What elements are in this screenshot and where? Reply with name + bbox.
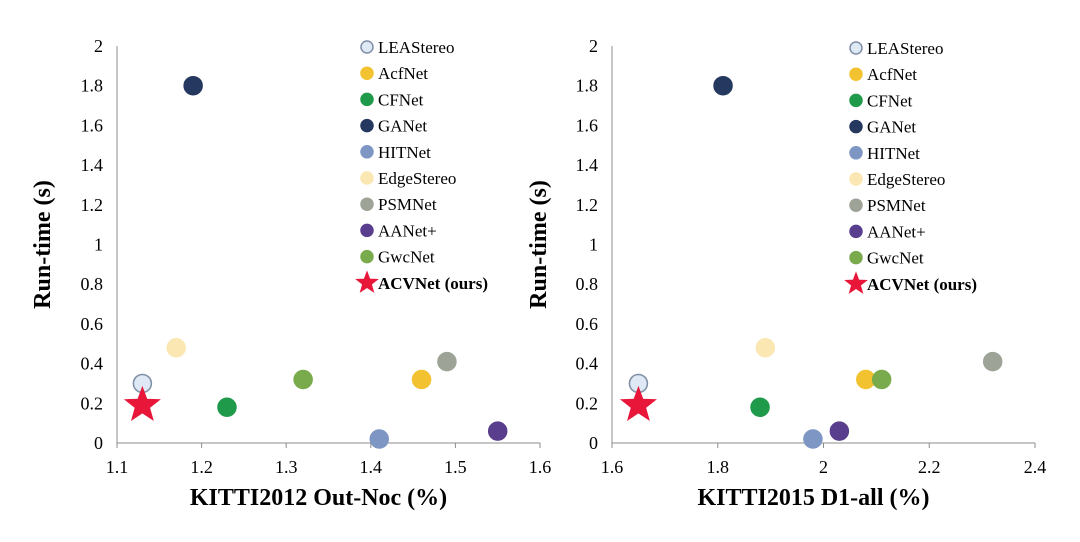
chart1-legend-marker-acvnet-ours [355,270,379,293]
chart1-y-tick-label: 1.8 [81,76,104,96]
chart2-y-tick-label: 0 [589,433,598,453]
chart2-y-axis-label: Run-time (s) [526,180,552,309]
chart1-legend-marker-ganet [360,118,374,133]
chart2-y-tick-label: 1.2 [576,195,599,215]
chart1-y-tick-label: 1.2 [81,195,104,215]
chart-kitti2015: 0 0.2 0.4 0.6 0.8 1 1.2 1.4 1.6 1.8 2 1.6 1.8 2 2.2 2.4… [526,36,1046,511]
chart2-y-tick-label: 2 [589,36,598,56]
chart2-y-tick-label: 1 [589,235,598,255]
chart2-point-acvnet-ours [619,385,657,422]
chart2-legend-marker-acvnet-ours [844,271,868,294]
chart2-legend-label-cfnet: CFNet [867,91,913,110]
chart2-legend-label-hitnet: HITNet [867,144,920,163]
chart2-legend-label-gwcnet: GwcNet [867,249,924,268]
chart1-x-tick-label: 1.6 [529,457,552,477]
chart2-legend-marker-ganet [849,119,863,134]
chart1-y-tick-label: 1.6 [81,115,104,135]
chart1-y-tick-label: 0.4 [81,354,104,374]
chart1-point-edgestereo [166,337,186,358]
chart2-legend-label-ganet: GANet [867,118,916,137]
chart1-point-acvnet-ours [123,385,161,422]
chart1-y-tick-label: 0.6 [81,314,104,334]
chart1-legend-label-hitnet: HITNet [378,143,431,162]
chart1-legend-label-gwcnet: GwcNet [378,248,435,267]
chart1-y-tick-label: 1.4 [81,155,104,175]
chart1-legend-label-aanet: AANet+ [378,221,437,240]
chart2-point-psmnet [982,351,1003,372]
chart1-y-tick-label: 0.8 [81,274,104,294]
chart2-x-tick-label: 1.8 [707,457,730,477]
chart2-y-tick-label: 0.2 [576,393,599,413]
chart2-legend-marker-psmnet [849,198,863,212]
chart1-legend-label-edgestereo: EdgeStereo [378,169,456,188]
chart2-legend-label-aanet: AANet+ [867,222,926,241]
chart1-legend-label-acvnet-ours: ACVNet (ours) [378,274,488,293]
chart1-point-psmnet [437,351,457,372]
chart1-x-tick-label: 1.1 [106,457,129,477]
chart2-x-axis-label: KITTI2015 D1-all (%) [697,485,929,511]
chart2-point-cfnet [750,397,770,418]
chart1-x-tick-label: 1.5 [444,457,467,477]
chart1-x-tick-label: 1.2 [190,457,213,477]
chart1-y-tick-label: 0.2 [81,393,104,413]
chart1-x-tick-label: 1.3 [275,457,298,477]
chart2-y-tick-label: 1.8 [576,76,599,96]
chart1-legend-marker-cfnet [360,92,374,107]
chart1-legend-label-acfnet: AcfNet [378,64,428,83]
chart2-x-tick-label: 2.4 [1024,457,1047,477]
chart2-legend-marker-edgestereo [849,172,863,186]
chart1-legend-marker-edgestereo [360,171,374,185]
chart2-legend-marker-aanet [849,224,863,239]
chart1-legend-marker-gwcnet [360,249,374,264]
chart2-y-tick-label: 0.8 [576,274,599,294]
chart1-x-axis-label: KITTI2012 Out-Noc (%) [190,485,447,511]
chart2-legend-marker-leastereo [849,41,863,55]
chart1-point-gwcnet [293,369,313,390]
chart2-legend-marker-gwcnet [849,250,863,265]
chart2-legend-label-acfnet: AcfNet [867,65,917,84]
chart1-legend-marker-psmnet [360,197,374,211]
chart2-point-edgestereo [755,337,776,358]
chart2-y-tick-label: 1.4 [576,155,599,175]
chart2-legend-label-leastereo: LEAStereo [867,39,943,58]
chart2-x-tick-label: 1.6 [601,457,624,477]
chart1-y-axis-label: Run-time (s) [30,180,56,309]
chart2-y-tick-label: 0.6 [576,314,599,334]
chart2-legend-marker-acfnet [849,67,863,81]
chart1-legend-marker-leastereo [360,40,374,54]
chart1-legend-label-leastereo: LEAStereo [378,38,454,57]
chart2-point-aanet [829,421,850,441]
chart1-point-ganet [183,75,203,96]
chart2-point-hitnet [803,429,823,449]
chart2-legend-label-acvnet-ours: ACVNet (ours) [867,275,977,294]
chart2-y-tick-label: 1.6 [576,115,599,135]
chart-kitti2012: 0 0.2 0.4 0.6 0.8 1 1.2 1.4 1.6 1.8 2 1.1 1.2 1.3 1.4 1… [30,36,551,511]
chart2-point-ganet [713,75,733,96]
chart1-point-cfnet [217,397,237,418]
chart1-legend-marker-acfnet [360,66,374,80]
chart1-point-aanet [487,421,508,441]
chart1-legend-marker-aanet [360,223,374,238]
chart1-y-tick-label: 1 [94,235,103,255]
chart2-y-tick-label: 0.4 [576,354,599,374]
chart1-legend-marker-hitnet [360,145,374,159]
chart1-y-tick-label: 0 [94,433,103,453]
chart1-y-tick-label: 2 [94,36,103,56]
chart1-point-hitnet [369,429,390,449]
chart2-x-tick-label: 2 [819,457,828,477]
chart2-legend-marker-cfnet [849,93,863,108]
chart1-legend-label-cfnet: CFNet [378,90,424,109]
chart1-x-tick-label: 1.4 [360,457,383,477]
chart1-point-acfnet [411,369,432,390]
chart2-legend-marker-hitnet [849,146,863,160]
chart2-point-gwcnet [871,369,892,390]
chart1-legend-label-ganet: GANet [378,117,427,136]
chart2-legend-label-psmnet: PSMNet [867,196,926,215]
chart1-legend-label-psmnet: PSMNet [378,195,437,214]
chart2-legend-label-edgestereo: EdgeStereo [867,170,945,189]
chart2-x-tick-label: 2.2 [918,457,941,477]
